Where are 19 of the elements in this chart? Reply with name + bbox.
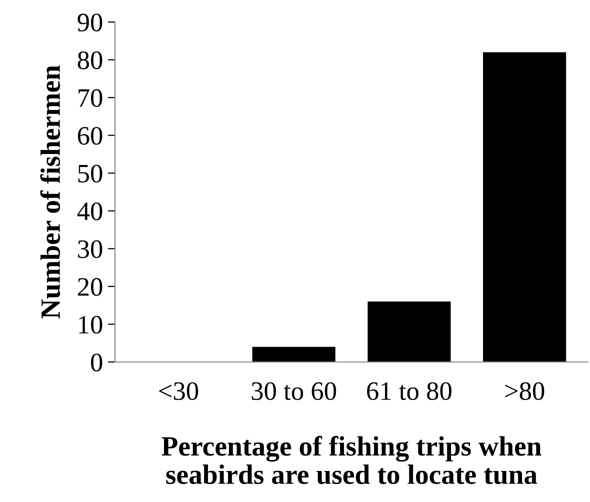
y-tick-label: 20 <box>78 278 102 296</box>
y-axis-title: Number of fishermen <box>40 65 60 319</box>
x-tick-label: >80 <box>505 382 544 400</box>
x-tick-label: 61 to 80 <box>367 382 452 400</box>
x-tick-label: 30 to 60 <box>252 382 336 400</box>
y-tick-label: 30 <box>78 240 102 258</box>
y-tick-label: 50 <box>78 164 102 183</box>
y-tick-label: 70 <box>78 89 102 107</box>
y-tick-label: 40 <box>77 202 102 220</box>
bar <box>252 346 336 362</box>
y-tick-label: 10 <box>79 316 102 334</box>
y-tick-label: 80 <box>78 51 102 70</box>
y-tick-label: 90 <box>78 14 102 32</box>
y-tick-label: 0 <box>91 354 102 372</box>
x-axis-title: Percentage of fishing trips when seabirds are used to locate tuna <box>162 436 542 484</box>
bar <box>483 52 566 362</box>
y-tick-label: 60 <box>78 126 102 145</box>
x-tick-label: <30 <box>159 382 198 400</box>
bar <box>368 302 451 362</box>
